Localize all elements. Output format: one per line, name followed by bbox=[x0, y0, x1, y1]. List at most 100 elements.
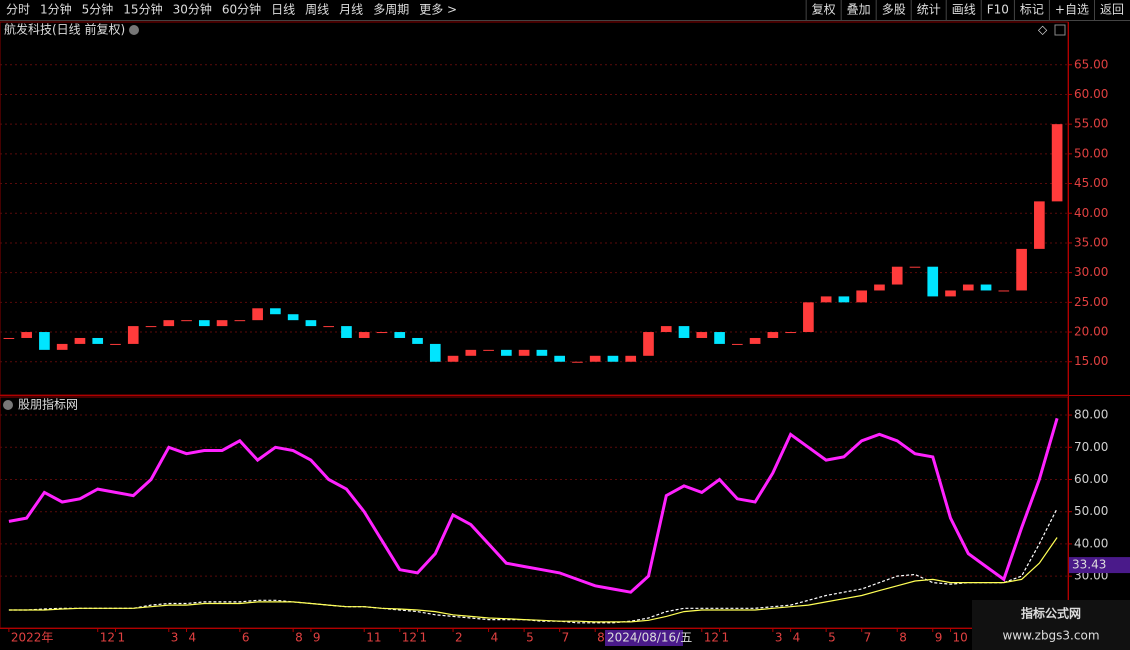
period-button[interactable]: 1分钟 bbox=[40, 2, 72, 17]
candle bbox=[74, 337, 86, 344]
x-tick-label: 12 bbox=[704, 631, 719, 645]
period-button[interactable]: 60分钟 bbox=[222, 2, 261, 17]
candle bbox=[874, 284, 885, 291]
cursor-date-box bbox=[605, 630, 683, 646]
x-tick-label: 5 bbox=[526, 631, 534, 645]
candle bbox=[536, 349, 548, 356]
y-tick-label: 35.00 bbox=[1074, 235, 1108, 249]
candle bbox=[234, 320, 246, 322]
watermark-box bbox=[972, 600, 1130, 650]
x-tick-label: 9 bbox=[935, 631, 943, 645]
candle bbox=[643, 332, 654, 356]
diamond-icon[interactable]: ◇ bbox=[1038, 23, 1048, 37]
candle bbox=[909, 266, 921, 268]
tool-button[interactable]: 多股 bbox=[882, 3, 906, 17]
candle bbox=[678, 326, 690, 338]
candle bbox=[39, 332, 50, 350]
value-marker-label: 33.43 bbox=[1072, 558, 1106, 572]
candle bbox=[56, 343, 68, 350]
x-tick-label: 5 bbox=[828, 631, 836, 645]
panel-icon[interactable] bbox=[1054, 24, 1066, 36]
candle bbox=[412, 337, 423, 344]
y-tick-label: 50.00 bbox=[1074, 146, 1108, 160]
candle bbox=[270, 308, 281, 315]
candle bbox=[447, 355, 459, 362]
y-tick-label: 60.00 bbox=[1074, 87, 1108, 101]
y-tick-label: 15.00 bbox=[1074, 354, 1108, 368]
y-tick-label: 70.00 bbox=[1074, 440, 1108, 454]
candle bbox=[1051, 124, 1063, 202]
x-tick-label: 4 bbox=[491, 631, 499, 645]
x-tick-label: 7 bbox=[864, 631, 872, 645]
candle bbox=[376, 332, 388, 334]
period-button[interactable]: 更多 > bbox=[419, 3, 457, 17]
candle bbox=[181, 320, 192, 322]
watermark-url: www.zbgs3.com bbox=[1002, 629, 1099, 643]
candle bbox=[252, 308, 263, 321]
y-tick-label: 65.00 bbox=[1074, 57, 1108, 71]
candle bbox=[927, 266, 939, 297]
y-tick-label: 45.00 bbox=[1074, 176, 1108, 190]
candle bbox=[163, 320, 175, 327]
candle bbox=[998, 290, 1010, 292]
tool-button[interactable]: F10 bbox=[987, 3, 1009, 17]
y-tick-label: 20.00 bbox=[1074, 325, 1108, 339]
cursor-date: 2024/08/16/五 bbox=[607, 631, 692, 645]
period-button[interactable]: 15分钟 bbox=[123, 2, 162, 17]
indicator-dropdown[interactable] bbox=[3, 400, 13, 410]
x-tick-label: 11 bbox=[366, 631, 381, 645]
period-button[interactable]: 日线 bbox=[271, 3, 295, 17]
x-tick-label: 4 bbox=[189, 631, 197, 645]
candle bbox=[891, 266, 903, 285]
candle bbox=[21, 332, 32, 338]
y-tick-label: 80.00 bbox=[1074, 408, 1108, 422]
candle bbox=[838, 296, 850, 303]
candle bbox=[945, 290, 956, 297]
tool-button[interactable]: 统计 bbox=[917, 3, 941, 17]
period-button[interactable]: 30分钟 bbox=[173, 2, 212, 17]
x-tick-label: 8 bbox=[597, 631, 605, 645]
candle bbox=[625, 355, 637, 362]
candle bbox=[731, 343, 743, 345]
period-button[interactable]: 分时 bbox=[6, 3, 30, 17]
y-tick-label: 30.00 bbox=[1074, 265, 1108, 279]
x-tick-label: 4 bbox=[793, 631, 801, 645]
tool-button[interactable]: 叠加 bbox=[847, 3, 871, 17]
period-button[interactable]: 周线 bbox=[305, 3, 329, 17]
title-dropdown[interactable] bbox=[129, 25, 139, 35]
candle bbox=[127, 326, 139, 344]
y-tick-label: 25.00 bbox=[1074, 295, 1108, 309]
candle bbox=[803, 302, 814, 333]
tool-button[interactable]: 画线 bbox=[952, 3, 976, 17]
tool-button[interactable]: +自选 bbox=[1055, 3, 1089, 17]
candle bbox=[820, 296, 832, 303]
x-tick-label: 3 bbox=[171, 631, 179, 645]
candle bbox=[216, 320, 228, 327]
candle bbox=[572, 361, 583, 363]
x-tick-label: 8 bbox=[295, 631, 303, 645]
candle bbox=[767, 332, 779, 338]
candle bbox=[305, 320, 317, 327]
tool-button[interactable]: 标记 bbox=[1020, 3, 1044, 17]
indicator-line bbox=[8, 537, 1058, 623]
candle bbox=[323, 326, 335, 328]
period-button[interactable]: 月线 bbox=[339, 3, 363, 17]
indicator-line bbox=[8, 417, 1059, 594]
x-tick-label: 2022年 bbox=[11, 631, 54, 645]
candle bbox=[980, 284, 992, 291]
candle bbox=[287, 314, 299, 321]
price-title: 航发科技(日线 前复权) bbox=[4, 22, 125, 37]
candle bbox=[1034, 201, 1045, 249]
period-button[interactable]: 5分钟 bbox=[82, 2, 114, 17]
tool-button[interactable]: 返回 bbox=[1100, 3, 1124, 17]
period-button[interactable]: 多周期 bbox=[373, 3, 409, 17]
candle bbox=[394, 332, 406, 338]
tool-button[interactable]: 复权 bbox=[812, 3, 836, 17]
x-tick-label: 9 bbox=[313, 631, 321, 645]
candle bbox=[607, 355, 619, 362]
candle bbox=[589, 355, 601, 362]
candle bbox=[1016, 248, 1027, 291]
x-tick-label: 3 bbox=[775, 631, 783, 645]
candle bbox=[785, 332, 796, 334]
candle bbox=[714, 332, 725, 344]
